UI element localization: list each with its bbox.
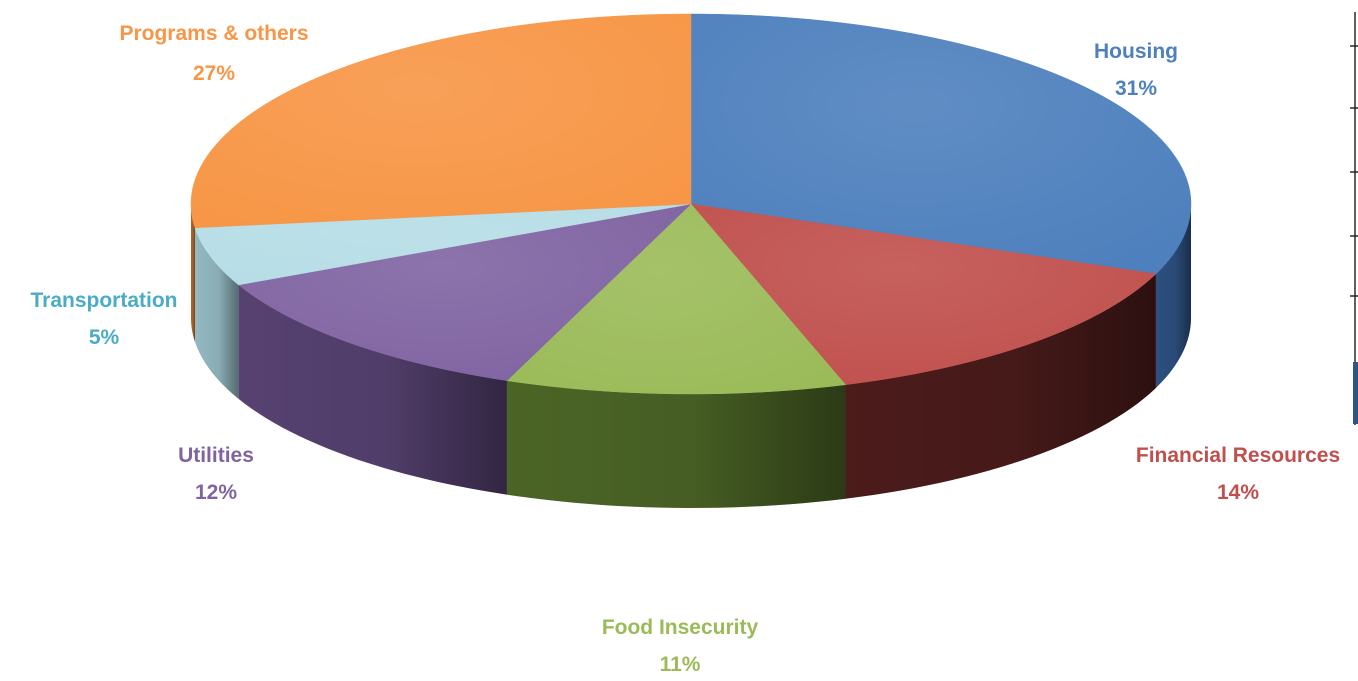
pie-tops [190,13,1192,395]
pie-sides [191,204,1191,508]
pie-slice-housing [690,13,1192,275]
pie-side-programs-others [191,204,195,342]
clipped-axis-fragment [1350,12,1358,425]
pie-side-food-insecurity [506,380,846,508]
pie-slice-utilities [237,203,692,381]
pie-slice-transportation [194,203,692,286]
pie-side-transportation [194,227,239,399]
pie-side-utilities [238,284,507,495]
pie-labels: Housing 31% Financial Resources 14% Food Ins… [30,22,1340,676]
slice-value-utilities: 12% [195,481,237,504]
slice-value-transportation: 5% [89,326,120,349]
pie-side-financial-resources [845,273,1156,499]
slice-value-food-insecurity: 11% [660,653,701,676]
pie-slice-food-insecurity [506,203,847,395]
slice-label-housing: Housing [1094,40,1178,63]
slice-value-financial-resources: 14% [1217,481,1259,504]
slice-label-utilities: Utilities [178,444,254,467]
pie-slice-financial-resources [690,203,1157,385]
pie-slice-programs-others [190,13,692,229]
slice-value-programs-others: 27% [193,62,235,85]
slice-label-financial-resources: Financial Resources [1136,444,1340,467]
slice-value-housing: 31% [1115,77,1157,100]
slice-label-food-insecurity: Food Insecurity [602,616,759,639]
slice-label-transportation: Transportation [30,289,177,312]
slice-label-programs-others: Programs & others [119,22,308,45]
pie-side-housing [1155,204,1191,388]
